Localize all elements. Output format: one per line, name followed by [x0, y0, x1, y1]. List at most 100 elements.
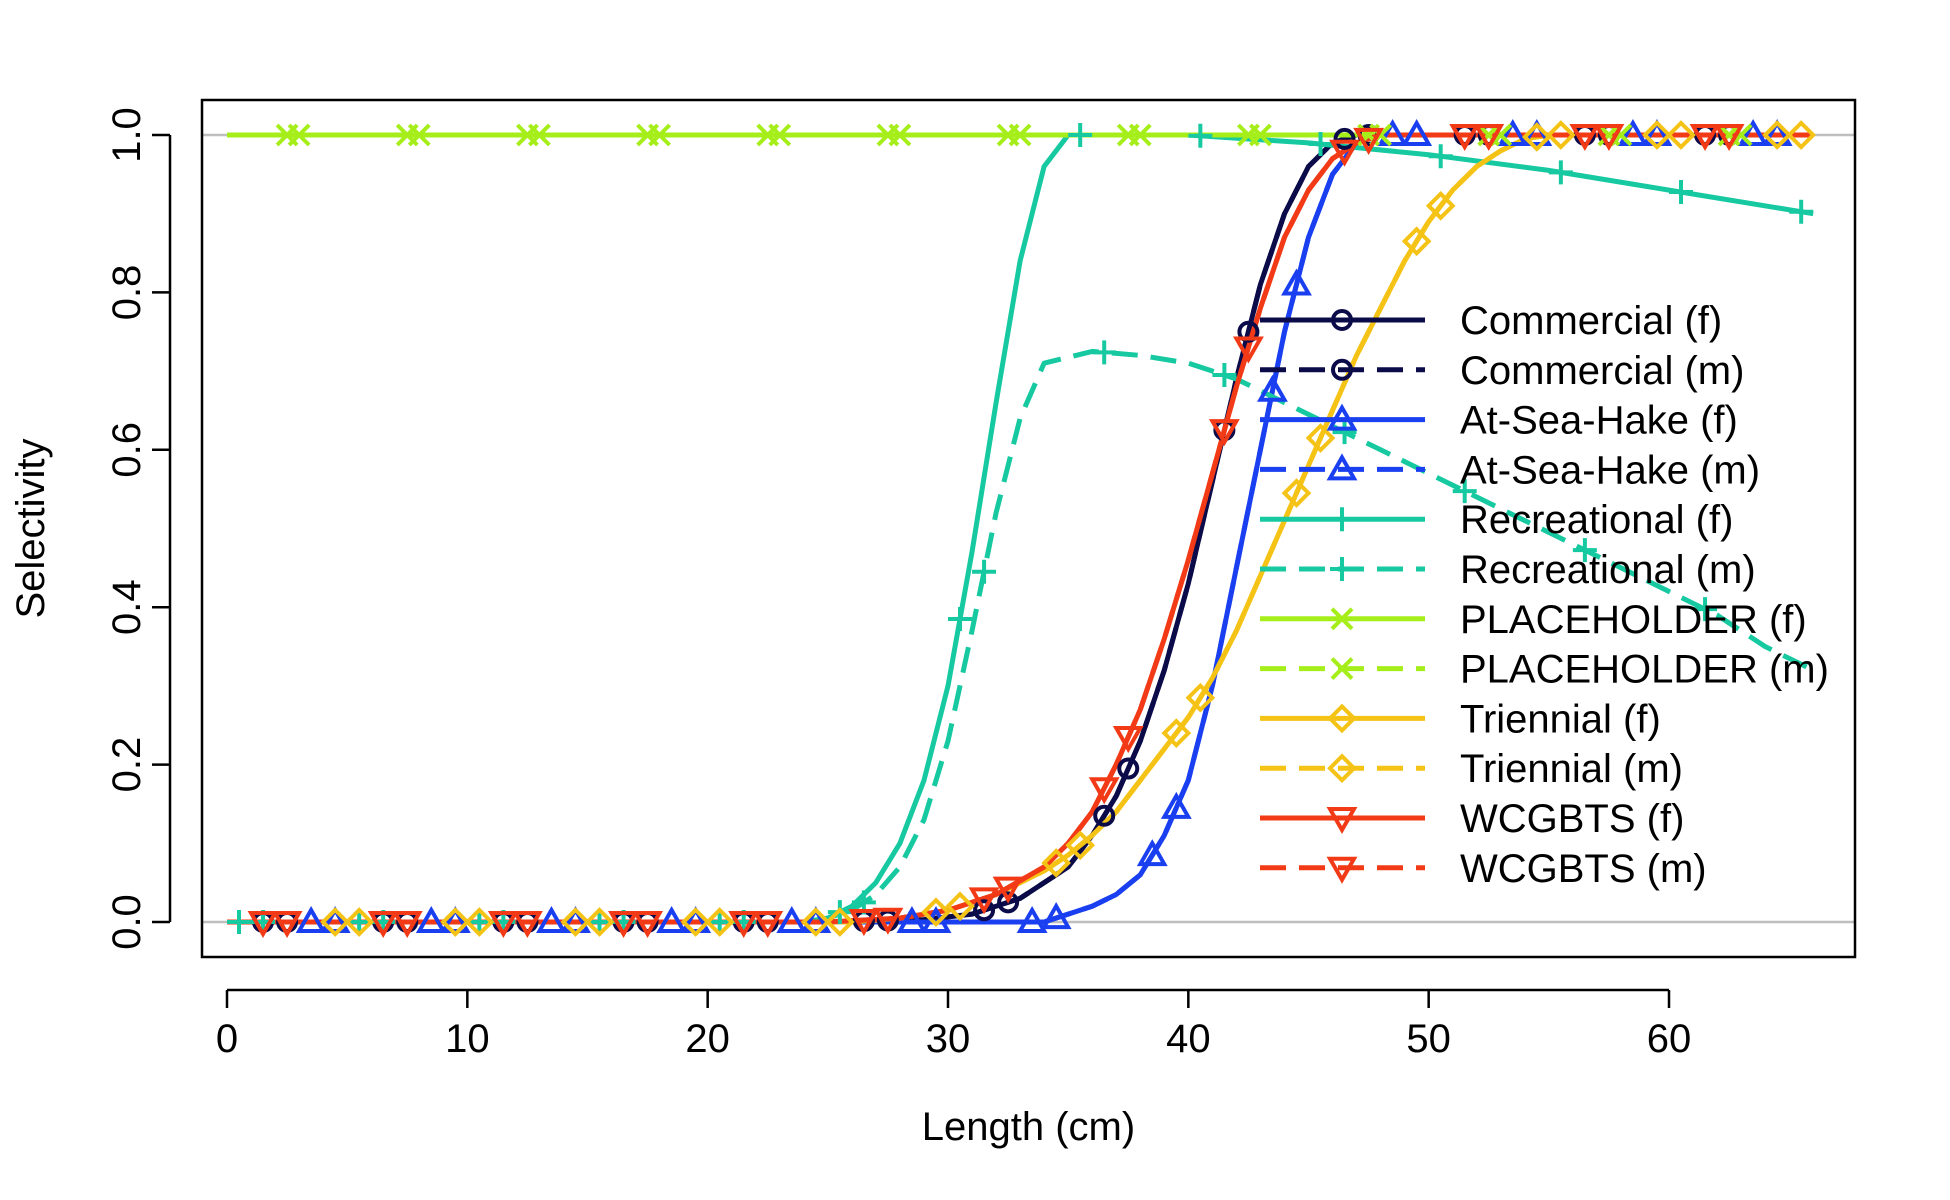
series-point: [825, 907, 855, 937]
legend-marker: [1326, 807, 1358, 835]
series-point: [997, 891, 1020, 914]
legend-label: PLACEHOLDER (m): [1460, 648, 1829, 692]
series-point: [560, 907, 591, 937]
legend-label: WCGBTS (f): [1460, 797, 1684, 841]
series-point: [1737, 118, 1769, 146]
legend-label: At-Sea-Hake (m): [1460, 448, 1760, 492]
series-point: [464, 907, 495, 937]
series-point: [1128, 123, 1152, 147]
legend-item: PLACEHOLDER (f): [1260, 598, 1807, 642]
series-point: [271, 911, 303, 939]
series-point: [1572, 538, 1597, 563]
series-point: [1188, 123, 1213, 148]
series-point: [752, 911, 784, 939]
series-point: [1329, 139, 1360, 167]
legend-label: Recreational (m): [1460, 548, 1756, 592]
series-point: [320, 907, 350, 937]
x-tick-label: 30: [926, 1017, 971, 1061]
series-point: [511, 911, 543, 939]
series-point: [1569, 124, 1601, 152]
y-tick-label: 0.6: [105, 422, 149, 478]
series-point: [992, 876, 1024, 904]
legend-item: Commercial (f): [1260, 299, 1722, 343]
series-point: [487, 911, 519, 939]
y-tick-label: 0.0: [105, 894, 149, 950]
series-point: [1689, 124, 1721, 152]
legend-marker: [1326, 453, 1358, 481]
x-axis-title: Length (cm): [922, 1105, 1135, 1149]
legend-marker: [1330, 607, 1354, 631]
x-tick-label: 60: [1647, 1017, 1692, 1061]
legend-label: Triennial (f): [1460, 697, 1661, 741]
series-point: [391, 911, 423, 939]
series-point: [680, 905, 712, 933]
legend-item: Recreational (f): [1260, 498, 1733, 542]
series-point: [1232, 336, 1264, 364]
series-point: [1208, 419, 1240, 447]
series-point: [1617, 118, 1649, 146]
legend-item: At-Sea-Hake (f): [1260, 399, 1738, 443]
series-point: [347, 910, 372, 934]
series-point: [896, 905, 928, 933]
legend-marker: [1330, 557, 1354, 581]
legend-item: Commercial (m): [1260, 349, 1744, 393]
series-point: [1160, 791, 1192, 819]
series-point: [1065, 830, 1096, 861]
series-point: [1593, 124, 1625, 152]
y-axis: 0.0 0.2 0.4 0.6 0.8 1.0: [105, 107, 172, 950]
series-point: [776, 905, 808, 933]
series-point: [872, 907, 904, 935]
legend-label: PLACEHOLDER (f): [1460, 598, 1807, 642]
legend-label: Recreational (f): [1460, 498, 1733, 542]
series-point: [800, 905, 832, 933]
series-point: [1068, 123, 1093, 147]
series-point: [800, 907, 831, 937]
legend-label: Triennial (m): [1460, 747, 1683, 791]
series-point: [1762, 120, 1792, 150]
legend-marker: [1326, 403, 1358, 431]
series-point: [973, 899, 996, 922]
series-line: [227, 132, 1814, 925]
legend-marker: [1327, 703, 1357, 734]
y-tick-label: 0.2: [105, 737, 149, 793]
series-point: [1016, 905, 1048, 933]
series-point: [1521, 122, 1552, 152]
series-point: [344, 907, 375, 937]
series-point: [1117, 757, 1140, 780]
series-point: [848, 909, 880, 937]
series-point: [415, 905, 447, 933]
legend-item: Recreational (m): [1260, 548, 1756, 592]
series-point: [1088, 777, 1120, 805]
plot-frame: [200, 98, 1857, 959]
series-point: [608, 911, 639, 939]
series-point: [1281, 478, 1312, 508]
series-point: [1789, 199, 1814, 224]
y-tick-label: 1.0: [105, 107, 149, 163]
series-point: [1353, 127, 1385, 155]
series-point: [536, 905, 567, 933]
x-axis: 0 10 20 30 40 50 60: [216, 988, 1692, 1061]
legend-marker: [1331, 309, 1353, 331]
series-point: [1257, 374, 1288, 402]
series-point: [1401, 226, 1432, 257]
legend-item: WCGBTS (m): [1260, 847, 1707, 891]
series-point: [587, 910, 612, 934]
series-point: [440, 907, 471, 937]
series-point: [1449, 124, 1481, 152]
x-tick-label: 0: [216, 1017, 238, 1061]
legend-marker: [1330, 657, 1354, 681]
legend-label: Commercial (m): [1460, 349, 1744, 393]
series-point: [1136, 839, 1168, 867]
series-point: [1112, 726, 1144, 754]
series-point: [528, 123, 551, 147]
series-point: [1669, 180, 1694, 205]
series-point: [1546, 120, 1576, 150]
series-point: [1041, 848, 1071, 878]
legend-item: Triennial (f): [1260, 697, 1661, 741]
series-point: [1093, 804, 1116, 827]
series-point: [1092, 340, 1117, 365]
series-point: [1401, 118, 1433, 146]
series-point: [1281, 268, 1312, 296]
series-point: [972, 559, 997, 584]
